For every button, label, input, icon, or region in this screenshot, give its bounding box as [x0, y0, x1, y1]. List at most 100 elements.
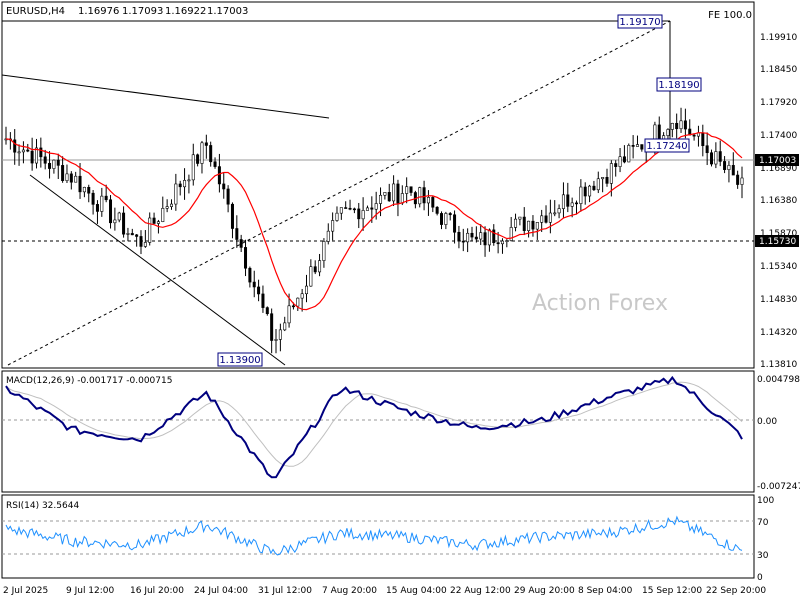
candle-body	[588, 185, 592, 197]
candle-body	[191, 154, 195, 181]
candle-body	[335, 212, 339, 221]
candle-body	[714, 151, 718, 165]
price-tick: 1.17920	[760, 98, 797, 108]
candle-body	[483, 232, 487, 246]
price-panel[interactable]: EURUSD,H4 1.16976 1.17093 1.16922 1.1700…	[1, 1, 755, 369]
candle-body	[361, 210, 365, 220]
candle-body	[169, 203, 173, 207]
candle-body	[252, 281, 256, 288]
price-tick: 1.17400	[760, 131, 797, 141]
candle-body	[605, 176, 609, 184]
candle-body	[387, 192, 391, 202]
candle-body	[601, 176, 605, 180]
time-tick: 2 Jul 2025	[3, 586, 48, 596]
candle-body	[34, 147, 38, 164]
annotation-119170: 1.19170	[617, 14, 663, 29]
candle-body	[265, 307, 269, 315]
candle-body	[178, 183, 182, 188]
candle-body	[379, 194, 383, 204]
candle-body	[48, 162, 52, 169]
candle-body	[13, 139, 17, 153]
candle-body	[165, 206, 169, 209]
time-tick: 16 Jul 20:00	[130, 586, 184, 596]
rsi-line	[5, 515, 743, 556]
candle-body	[409, 186, 413, 193]
candle-body	[579, 186, 583, 204]
candle-body	[631, 145, 635, 147]
price-tick: 1.18450	[760, 65, 797, 75]
candle-body	[392, 183, 396, 202]
candle-body	[257, 286, 261, 295]
candle-body	[156, 221, 160, 224]
time-tick: 22 Sep 20:00	[706, 586, 766, 596]
macd-signal-line	[5, 381, 743, 467]
channel-dashed-line[interactable]	[7, 20, 671, 366]
header-close: 1.17003	[207, 6, 248, 17]
time-tick: 29 Aug 20:00	[514, 586, 575, 596]
support-price-tag: 1.15730	[755, 235, 799, 247]
candle-body	[614, 163, 618, 167]
candle-body	[657, 124, 661, 140]
header-high: 1.17093	[122, 6, 163, 17]
macd-panel[interactable]: MACD(12,26,9) -0.001717 -0.000715	[1, 370, 755, 493]
candle-body	[139, 236, 143, 247]
macd-tick: 0.004798	[757, 375, 800, 385]
candle-body	[74, 175, 78, 183]
annotation-118190: 1.18190	[656, 77, 702, 92]
rsi-label: RSI(14) 32.5644	[6, 501, 79, 511]
candle-body	[405, 186, 409, 194]
candle-body	[583, 186, 587, 197]
candle-body	[352, 208, 356, 211]
candle-body	[143, 242, 147, 247]
candle-body	[30, 150, 34, 164]
candle-body	[535, 222, 539, 230]
macd-line	[5, 375, 743, 479]
candle-body	[522, 216, 526, 231]
candle-body	[17, 151, 21, 154]
candle-body	[326, 230, 330, 242]
candle-body	[461, 240, 465, 243]
candle-body	[444, 213, 448, 225]
candle-body	[705, 145, 709, 154]
time-tick: 7 Aug 20:00	[322, 586, 377, 596]
candle-body	[635, 144, 639, 147]
candle-body	[56, 159, 60, 166]
candle-body	[609, 163, 613, 184]
candle-body	[95, 204, 99, 212]
candle-body	[213, 161, 217, 167]
svg-text:1.17240: 1.17240	[646, 141, 687, 152]
candle-body	[313, 266, 317, 273]
time-tick: 8 Sep 04:00	[578, 586, 633, 596]
candle-body	[518, 216, 522, 220]
candle-body	[26, 149, 30, 152]
candle-body	[640, 144, 644, 150]
time-tick: 9 Jul 12:00	[66, 586, 115, 596]
candle-body	[548, 212, 552, 223]
candle-body	[596, 178, 600, 191]
candle-body	[278, 329, 282, 340]
candle-body	[662, 135, 666, 140]
rsi-panel[interactable]: RSI(14) 32.5644	[1, 494, 755, 579]
macd-tick: -0.007247	[757, 482, 800, 492]
price-candles	[4, 107, 744, 354]
upper-trendline[interactable]	[1, 74, 330, 119]
candle-body	[161, 208, 165, 222]
candle-body	[492, 229, 496, 243]
candle-body	[679, 120, 683, 130]
candle-body	[65, 173, 69, 181]
candle-body	[230, 203, 234, 229]
candle-body	[479, 232, 483, 240]
candle-body	[618, 156, 622, 167]
price-tick: 1.15340	[760, 262, 797, 272]
candle-body	[244, 247, 248, 269]
lower-trendline[interactable]	[29, 174, 286, 366]
candle-body	[339, 207, 343, 214]
candle-body	[666, 129, 670, 136]
candle-body	[122, 212, 126, 235]
price-tick: 1.19910	[760, 33, 797, 43]
candle-body	[196, 154, 200, 164]
candle-body	[544, 215, 548, 223]
candle-body	[592, 185, 596, 191]
time-axis: 2 Jul 2025 9 Jul 12:00 16 Jul 20:00 24 J…	[3, 586, 766, 596]
